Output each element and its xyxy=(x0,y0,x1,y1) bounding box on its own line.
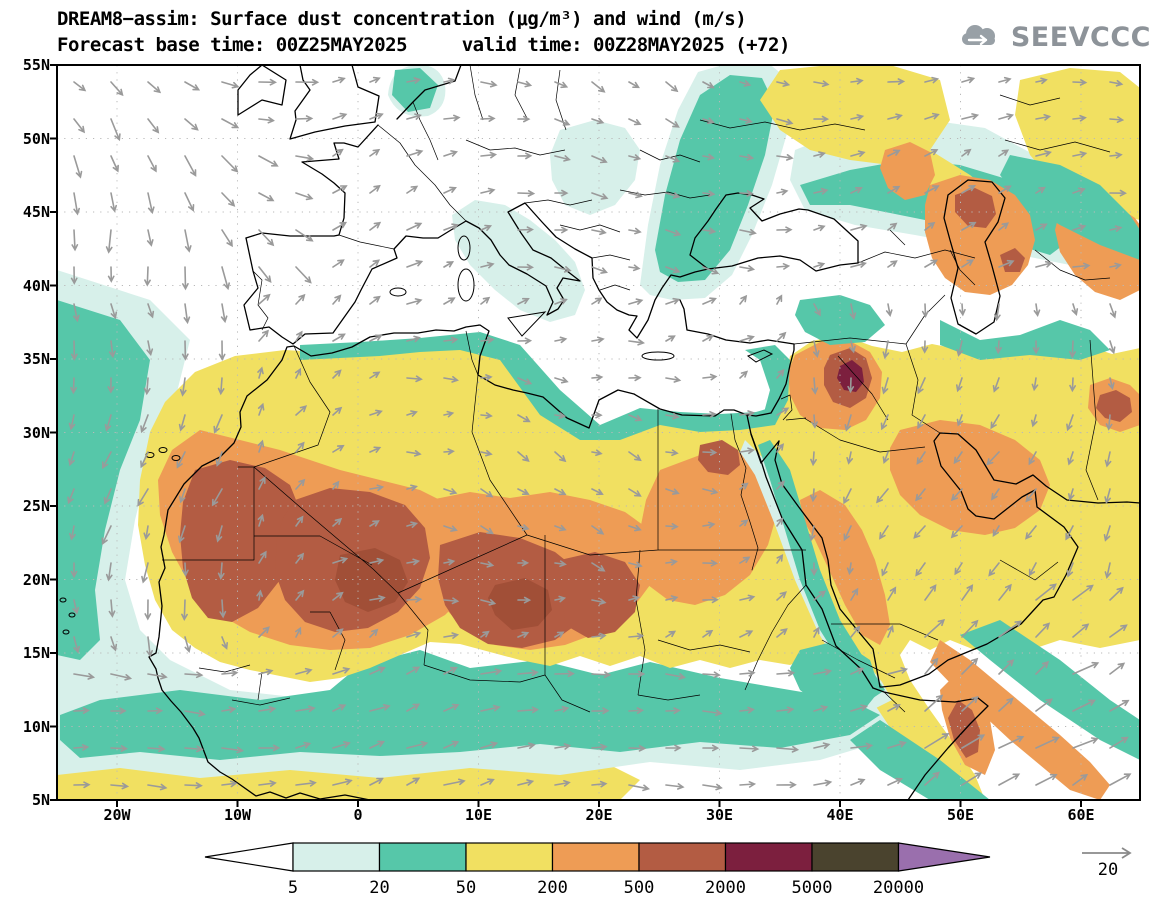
legend-level-label: 20 xyxy=(369,878,389,898)
legend-level-label: 2000 xyxy=(705,878,746,898)
seevccc-logo: SEEVCCC xyxy=(957,20,1151,54)
country-borders xyxy=(162,65,1111,713)
legend-color-segment xyxy=(638,842,727,872)
wind-reference-value: 20 xyxy=(1098,860,1118,880)
axis-tick-marks xyxy=(50,64,1082,807)
legend-left-triangle xyxy=(204,842,294,872)
legend-right-triangle xyxy=(897,842,991,872)
y-axis-tick-label: 40N xyxy=(22,276,50,295)
legend-level-label: 20000 xyxy=(873,878,924,898)
y-axis-tick-label: 30N xyxy=(22,423,50,442)
y-axis-tick-label: 20N xyxy=(22,570,50,589)
y-axis-tick-label: 50N xyxy=(22,129,50,148)
x-axis-tick-label: 30E xyxy=(705,806,734,824)
y-axis-tick-label: 45N xyxy=(22,203,50,221)
y-axis-tick-label: 5N xyxy=(31,791,50,809)
cloud-logo-icon xyxy=(961,25,995,46)
x-axis-tick-label: 60E xyxy=(1067,806,1095,824)
y-axis-tick-label: 25N xyxy=(22,497,50,515)
x-axis-tick-label: 50E xyxy=(946,806,975,824)
legend-level-label: 500 xyxy=(624,878,655,898)
chart-title: DREAM8−assim: Surface dust concentration… xyxy=(57,8,747,30)
x-axis-tick-label: 0 xyxy=(353,806,363,824)
islands xyxy=(59,235,774,635)
y-axis-tick-label: 35N xyxy=(22,350,50,368)
legend-color-segment xyxy=(811,842,900,872)
title-block: DREAM8−assim: Surface dust concentration… xyxy=(57,6,790,58)
legend-level-label: 200 xyxy=(537,878,568,898)
x-axis-tick-label: 10W xyxy=(223,806,252,824)
coastlines xyxy=(148,65,1140,800)
x-axis-tick-label: 20W xyxy=(103,806,131,824)
graticule-dotted-grid xyxy=(57,65,1140,800)
legend-color-segment xyxy=(724,842,813,872)
legend-color-segment xyxy=(551,842,640,872)
y-axis-tick-label: 55N xyxy=(22,56,50,74)
legend-level-label: 50 xyxy=(456,878,476,898)
legend-level-label: 5000 xyxy=(792,878,833,898)
wind-reference-arrow xyxy=(1082,847,1132,859)
legend-color-segment xyxy=(378,842,467,872)
logo-text: SEEVCCC xyxy=(1010,21,1151,53)
x-axis-tick-label: 40E xyxy=(826,806,854,824)
legend-color-segment xyxy=(292,842,381,872)
chart-subtitle: Forecast base time: 00Z25MAY2025 valid t… xyxy=(57,34,790,56)
legend-color-segment xyxy=(465,842,554,872)
color-scale-legend: 5 20 50 200 500 2000 5000 20000 20 xyxy=(204,842,1132,898)
legend-level-label: 5 xyxy=(288,878,298,898)
x-axis-tick-label: 10E xyxy=(464,806,493,824)
y-axis-tick-label: 15N xyxy=(22,644,50,662)
wind-arrows xyxy=(67,76,1132,792)
x-axis-tick-label: 20E xyxy=(585,806,613,824)
y-axis-tick-label: 10N xyxy=(22,717,50,736)
